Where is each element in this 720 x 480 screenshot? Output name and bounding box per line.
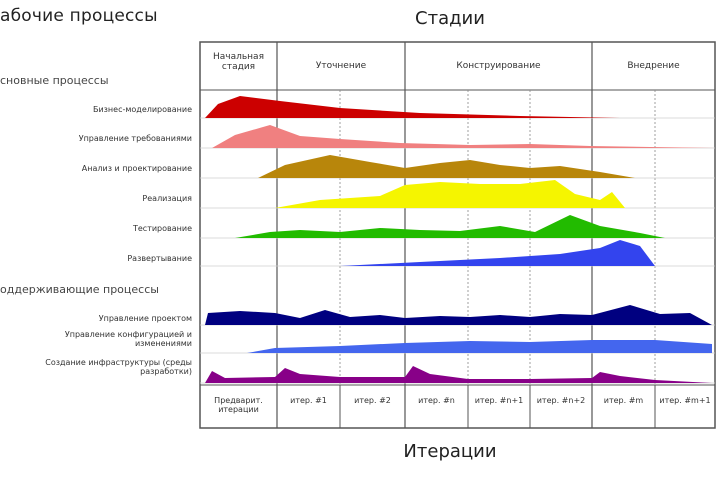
workflow-shape-environment [205,366,712,383]
workflow-label-implementation: Реализация [142,194,192,203]
workflow-label-testing: Тестирование [132,224,192,233]
workflow-shape-deployment [340,240,655,266]
iteration-preliminary: Предварит. итерации [214,396,263,414]
workflow-shape-config-change [247,340,712,353]
iteration-n-plus-2: итер. #n+2 [536,396,586,405]
workflow-shape-business-modeling [205,96,715,118]
iteration-m: итер. #m [603,396,644,405]
workflow-shape-testing [235,215,665,238]
workflow-label-requirements: Управление требованиями [78,134,192,143]
workflow-shape-implementation [275,180,625,208]
core-workflows-heading: сновные процессы [0,74,109,87]
diagram-frame [199,41,716,429]
phase-inception: Начальная стадия [213,52,264,72]
workflow-shape-analysis-design [258,155,635,178]
support-workflows-heading: оддерживающие процессы [0,283,159,296]
workflow-label-config-change: Управление конфигурацией и изменениями [64,330,192,348]
iterations-title: Итерации [403,441,497,462]
phases-title: Стадии [415,8,485,29]
workflow-label-environment: Создание инфраструктуры (среды разработк… [45,358,192,376]
workflow-label-deployment: Развертывание [127,254,192,263]
phase-transition: Внедрение [627,61,680,71]
iteration-m-plus-1: итер. #m+1 [659,396,711,405]
iteration-n-plus-1: итер. #n+1 [474,396,524,405]
iteration-n: итер. #n [418,396,455,405]
workflows-title: абочие процессы [0,6,158,26]
phase-elaboration: Уточнение [315,61,367,71]
workflow-shape-requirements [212,125,715,148]
workflow-label-business-modeling: Бизнес-моделирование [92,105,192,114]
workflow-label-analysis-design: Анализ и проектирование [81,164,192,173]
iteration-2: итер. #2 [354,396,391,405]
iteration-1: итер. #1 [290,396,327,405]
phase-construction: Конструирование [456,61,541,71]
workflow-shape-project-management [205,305,712,325]
workflow-label-project-management: Управление проектом [98,314,192,323]
